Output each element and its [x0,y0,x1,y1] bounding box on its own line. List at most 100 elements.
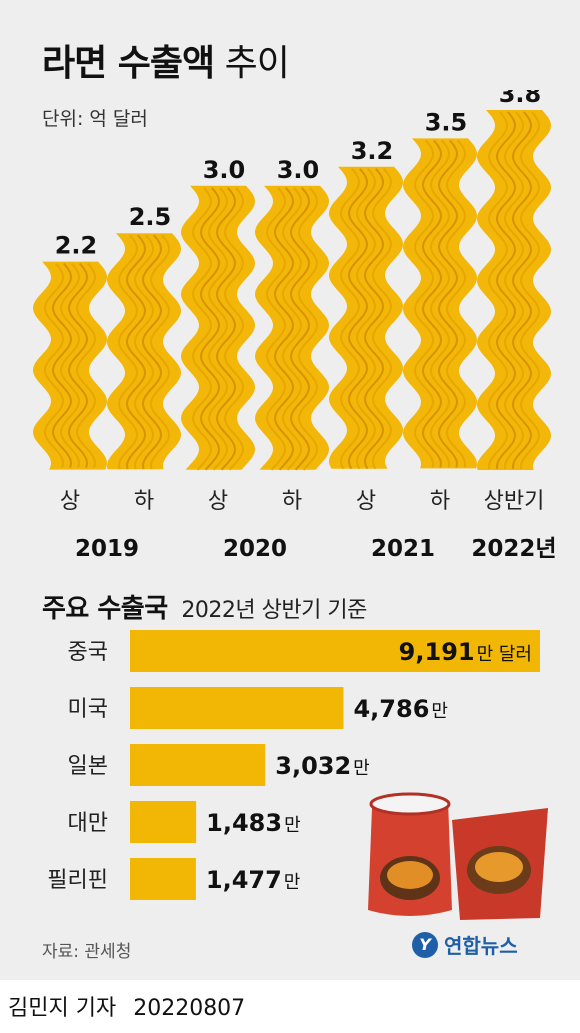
noodle-strand [421,139,443,468]
noodle-strand [289,187,311,471]
bar-6 [477,110,551,470]
noodle-strand [339,168,361,470]
noodle-strand [503,111,525,470]
noodle-strand [273,187,295,471]
logo-mark-icon: Y [412,931,438,958]
noodle-strand [67,262,89,468]
page-title: 라면 수출액 추이 [42,34,290,86]
country-unit-label: 만 [284,872,301,893]
section-subtitle: 2022년 상반기 기준 [181,598,367,623]
noodle-bar-body [329,166,403,469]
ramen-illustration [368,792,548,920]
value-label: 3.5 [425,108,468,136]
country-bar [130,630,540,672]
country-row: 필리핀 1,477 만 [47,858,300,900]
category-label: 상 [208,489,228,514]
noodle-strand [363,168,385,470]
country-row: 중국 9,191 만 달러 [68,630,540,672]
noodle-strand [59,262,81,468]
country-label: 대만 [68,811,108,836]
category-label: 하 [430,489,450,514]
country-unit-label: 만 [353,758,370,779]
value-label: 3.2 [351,137,394,165]
title-bold: 라면 수출액 [42,43,215,84]
noodle-strand [125,234,147,470]
section-title-text: 주요 수출국 [42,594,168,624]
bar-2 [181,185,255,471]
noodle-strand [43,262,65,468]
country-unit-label: 만 [431,701,448,722]
noodle-strand [413,139,435,468]
value-label: 3.8 [499,90,542,108]
bar-4 [329,166,403,470]
yonhap-logo: Y 연합뉴스 [412,930,518,959]
noodle-strand [297,187,319,471]
noodle-strand [149,234,171,470]
year-label: 2021 [371,536,435,560]
noodle-strand [371,168,393,470]
cup-print-inner [387,861,433,889]
title-light: 추이 [224,43,290,84]
author: 김민지 기자 [8,996,117,1021]
value-label: 2.5 [129,203,172,231]
noodle-strand [191,187,213,471]
unit-label: 단위: 억 달러 [42,108,148,130]
noodle-strand [141,234,163,470]
country-row: 일본 3,032 만 [68,744,370,786]
category-label: 하 [282,489,302,514]
category-label: 상반기 [484,489,545,514]
country-bar [130,744,266,786]
country-value-label: 1,483 만 [206,809,300,837]
noodle-strand [445,139,467,468]
section-title: 주요 수출국 2022년 상반기 기준 [42,588,367,625]
noodle-strand [133,234,155,470]
noodle-strand [207,187,229,471]
noodle-print-inner [475,852,523,882]
bar-3 [255,185,329,471]
country-bar [130,858,196,900]
export-trend-chart: 2.2 상 2.5 하 3.0 상 3.0 하 3.2 상 3.5 하 3.8 상반기 2019 2020 20… [33,90,557,560]
noodle-strand [355,168,377,470]
country-label: 필리핀 [47,868,108,893]
noodle-strand [51,262,73,468]
noodle-strand [429,139,451,468]
source-note: 자료: 관세청 [42,942,132,962]
value-label: 2.2 [55,232,98,260]
noodle-strand [487,111,509,470]
country-unit-label: 만 달러 [477,644,532,665]
country-unit-label: 만 [284,815,301,836]
cup-lid-icon [369,792,451,816]
country-value-label: 9,191 만 달러 [399,638,532,666]
country-row: 미국 4,786 만 [68,687,448,729]
category-label: 상 [356,489,376,514]
category-label: 하 [134,489,154,514]
noodle-strand [215,187,237,471]
category-label: 상 [60,489,80,514]
publish-date: 20220807 [133,996,246,1021]
country-bar [130,687,344,729]
country-label: 일본 [68,754,108,779]
year-label: 2019 [75,536,139,560]
noodle-strand [519,111,541,470]
country-label: 미국 [68,697,108,722]
bar-0 [33,261,107,470]
noodle-strand [223,187,245,471]
noodle-strand [281,187,303,471]
value-label: 3.0 [277,156,320,184]
country-row: 대만 1,483 만 [68,801,301,843]
noodle-strand [117,234,139,470]
noodle-strand [199,187,221,471]
noodle-strand [495,111,517,470]
noodle-strand [437,139,459,468]
country-value-label: 1,477 만 [206,866,300,894]
byline: 김민지 기자 20220807 [8,990,245,1022]
bar-5 [403,138,477,469]
country-value-label: 4,786 만 [353,695,447,723]
noodle-strand [511,111,533,470]
bar-1 [107,233,181,470]
year-label: 2022년 [471,536,556,560]
noodle-strand [265,187,287,471]
noodle-strand [75,262,97,468]
